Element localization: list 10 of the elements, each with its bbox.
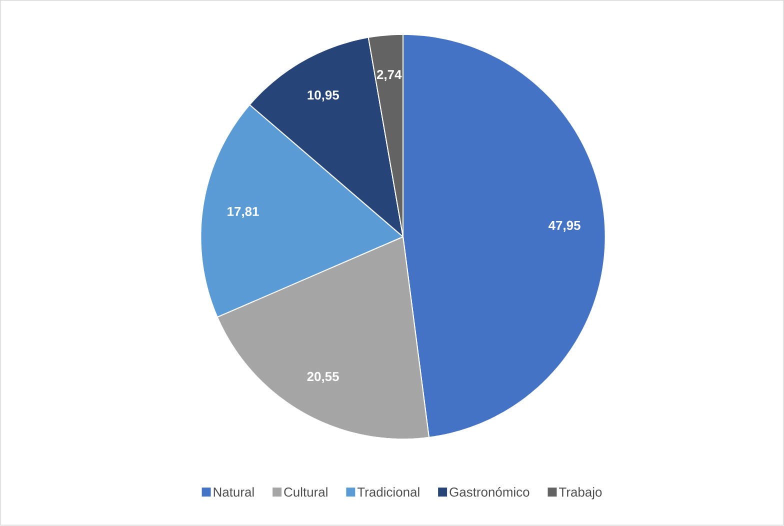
data-label: 2,74 [376, 70, 402, 82]
legend-label: Tradicional [357, 487, 420, 497]
legend-label: Cultural [284, 487, 328, 497]
data-label: 20,55 [307, 372, 339, 384]
data-label: 47,95 [548, 221, 580, 232]
legend-label: Trabajo [559, 487, 602, 500]
legend-label: Gastronómico [450, 487, 530, 497]
data-label: 10,95 [308, 90, 340, 102]
data-label: 17,81 [228, 207, 259, 218]
legend-label: Natural [214, 487, 254, 497]
